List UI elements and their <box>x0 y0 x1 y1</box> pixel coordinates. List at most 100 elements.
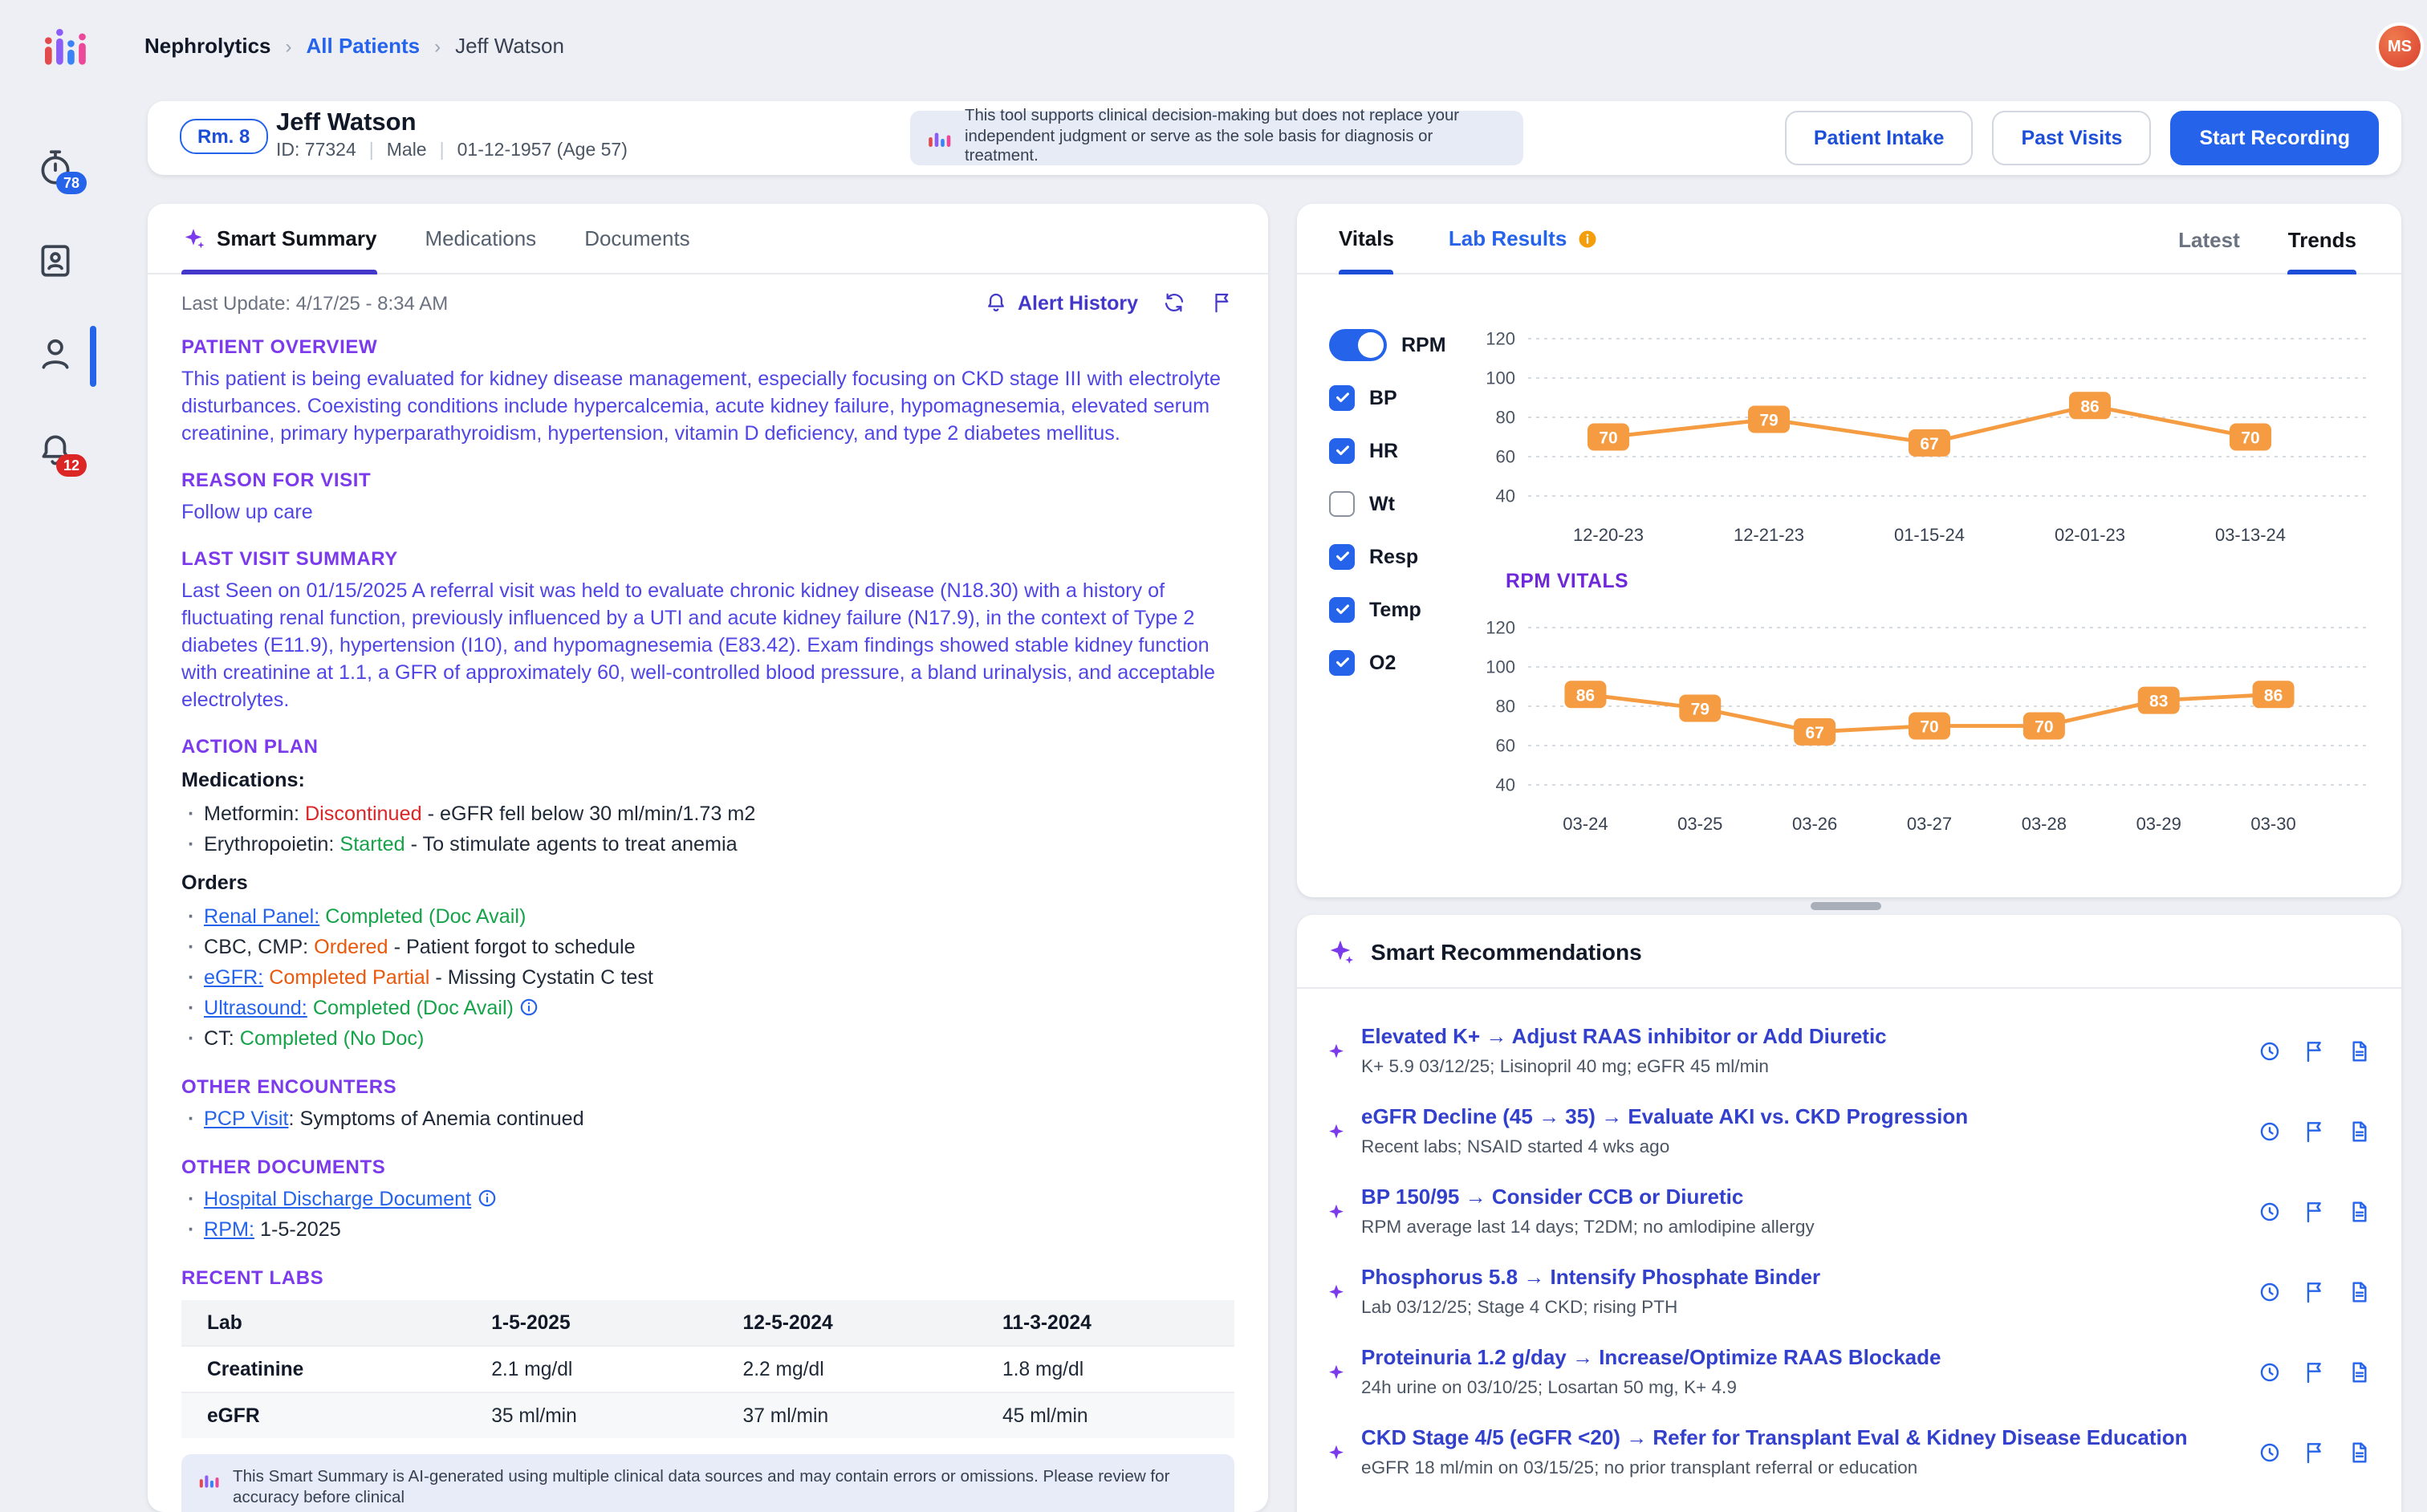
nephrolytics-logo-icon[interactable] <box>40 24 88 72</box>
recommendation-title[interactable]: Phosphorus 5.8 → Intensify Phosphate Bin… <box>1361 1265 1820 1289</box>
history-button[interactable] <box>2257 1279 2283 1305</box>
recommendation-title[interactable]: CKD Stage 4/5 (eGFR <20) → Refer for Tra… <box>1361 1425 2187 1449</box>
svg-text:70: 70 <box>2035 718 2053 737</box>
room-badge[interactable]: Rm. 8 <box>180 119 267 154</box>
orders-label: Orders <box>181 870 1234 896</box>
history-button[interactable] <box>2257 1038 2283 1064</box>
table-row: Creatinine 2.1 mg/dl 2.2 mg/dl 1.8 mg/dl <box>181 1346 1234 1392</box>
patient-intake-button[interactable]: Patient Intake <box>1785 111 1974 165</box>
document-icon <box>2347 1440 2372 1465</box>
hr-checkbox[interactable] <box>1329 437 1355 463</box>
alert-history-button[interactable]: Alert History <box>984 291 1138 315</box>
tab-lab-results[interactable]: Lab Results <box>1449 204 1599 274</box>
document-button[interactable] <box>2347 1199 2372 1225</box>
breadcrumb-app[interactable]: Nephrolytics <box>144 34 271 58</box>
pcp-visit-link[interactable]: PCP Visit <box>204 1108 288 1130</box>
clock-history-icon <box>2257 1440 2283 1465</box>
o2-checkbox[interactable] <box>1329 649 1355 675</box>
sidebar: 78 12 <box>0 0 122 1512</box>
document-button[interactable] <box>2347 1440 2372 1465</box>
ai-disclaimer-text: This Smart Summary is AI-generated using… <box>233 1467 1218 1509</box>
recommendation-title[interactable]: Proteinuria 1.2 g/day → Increase/Optimiz… <box>1361 1345 1941 1369</box>
start-recording-button[interactable]: Start Recording <box>2170 111 2379 165</box>
smart-recommendations-card: Smart Recommendations Elevated K+ → Adju… <box>1297 915 2401 1512</box>
refresh-button[interactable] <box>1162 291 1186 315</box>
document-button[interactable] <box>2347 1279 2372 1305</box>
document-button[interactable] <box>2347 1360 2372 1385</box>
breadcrumb: Nephrolytics › All Patients › Jeff Watso… <box>144 34 564 58</box>
schedule-count-badge: 78 <box>56 172 87 194</box>
recommendation-title[interactable]: BP 150/95 → Consider CCB or Diuretic <box>1361 1185 1743 1209</box>
order-status: Completed Partial <box>269 966 429 989</box>
patient-profile-icon <box>35 334 75 374</box>
med-detail: - To stimulate agents to treat anemia <box>411 833 738 856</box>
history-button[interactable] <box>2257 1440 2283 1465</box>
history-button[interactable] <box>2257 1199 2283 1225</box>
tab-documents[interactable]: Documents <box>584 204 690 274</box>
svg-text:03-30: 03-30 <box>2250 814 2295 834</box>
tab-trends[interactable]: Trends <box>2288 204 2356 274</box>
flag-button[interactable] <box>2302 1119 2327 1144</box>
rpm-toggle-row: RPM <box>1329 326 1446 363</box>
tab-latest[interactable]: Latest <box>2178 204 2240 274</box>
recommendation-subtitle: Recent labs; NSAID started 4 wks ago <box>1361 1138 1669 1157</box>
order-status: Completed (Doc Avail) <box>313 997 514 1019</box>
svg-text:100: 100 <box>1486 368 1515 388</box>
patient-dob: 01-12-1957 (Age 57) <box>457 141 628 161</box>
tab-smart-summary[interactable]: Smart Summary <box>181 204 376 274</box>
recommendation-title[interactable]: eGFR Decline (45 → 35) → Evaluate AKI vs… <box>1361 1104 1968 1128</box>
flag-button[interactable] <box>1210 291 1234 315</box>
sidebar-item-patient-profile[interactable] <box>35 334 83 382</box>
recommendation-actions <box>2257 1440 2372 1465</box>
orders-list: Renal Panel: Completed (Doc Avail) CBC, … <box>181 902 1234 1055</box>
temp-checkbox[interactable] <box>1329 596 1355 622</box>
active-nav-indicator <box>90 326 96 387</box>
recommendation-subtitle: RPM average last 14 days; T2DM; no amlod… <box>1361 1218 1815 1238</box>
user-avatar[interactable]: MS <box>2379 26 2421 67</box>
horizontal-scrollbar[interactable] <box>1811 902 1881 910</box>
hospital-discharge-link[interactable]: Hospital Discharge Document <box>204 1188 471 1210</box>
col-date-2: 12-5-2024 <box>718 1300 977 1346</box>
sidebar-item-schedule[interactable]: 78 <box>35 148 83 196</box>
info-icon[interactable] <box>519 997 540 1018</box>
resp-checkbox[interactable] <box>1329 543 1355 569</box>
order-name: CT: <box>204 1027 234 1050</box>
med-name: Erythropoietin: <box>204 833 334 856</box>
wt-checkbox[interactable] <box>1329 490 1355 516</box>
section-heading-last-visit: LAST VISIT SUMMARY <box>181 547 1234 570</box>
history-button[interactable] <box>2257 1360 2283 1385</box>
breadcrumb-all-patients[interactable]: All Patients <box>307 34 421 58</box>
series-label: Wt <box>1369 492 1395 514</box>
list-item: PCP Visit: Symptoms of Anemia continued <box>181 1104 1234 1135</box>
order-link[interactable]: Renal Panel: <box>204 905 319 928</box>
svg-text:12-20-23: 12-20-23 <box>1573 525 1644 545</box>
flag-button[interactable] <box>2302 1279 2327 1305</box>
flag-button[interactable] <box>2302 1199 2327 1225</box>
tab-vitals[interactable]: Vitals <box>1339 204 1394 274</box>
sparkle-icon <box>1326 1282 1347 1303</box>
sidebar-item-patient-list[interactable] <box>35 241 83 289</box>
last-update-text: Last Update: 4/17/25 - 8:34 AM <box>181 291 448 314</box>
past-visits-button[interactable]: Past Visits <box>1992 111 2151 165</box>
section-heading-reason: REASON FOR VISIT <box>181 469 1234 491</box>
flag-button[interactable] <box>2302 1440 2327 1465</box>
sidebar-item-alerts[interactable]: 12 <box>35 430 83 478</box>
document-button[interactable] <box>2347 1038 2372 1064</box>
patient-list-icon <box>35 241 75 281</box>
order-link[interactable]: Ultrasound: <box>204 997 307 1019</box>
document-button[interactable] <box>2347 1119 2372 1144</box>
tab-medications[interactable]: Medications <box>425 204 536 274</box>
history-button[interactable] <box>2257 1119 2283 1144</box>
bp-checkbox[interactable] <box>1329 384 1355 410</box>
recommendation-title[interactable]: Elevated K+ → Adjust RAAS inhibitor or A… <box>1361 1024 1887 1048</box>
series-label: HR <box>1369 439 1398 461</box>
flag-button[interactable] <box>2302 1038 2327 1064</box>
flag-button[interactable] <box>2302 1360 2327 1385</box>
order-link[interactable]: eGFR: <box>204 966 263 989</box>
rpm-toggle[interactable] <box>1329 328 1387 360</box>
svg-text:03-28: 03-28 <box>2022 814 2067 834</box>
info-icon[interactable] <box>477 1188 498 1209</box>
rpm-link[interactable]: RPM: <box>204 1218 254 1241</box>
svg-text:01-15-24: 01-15-24 <box>1894 525 1965 545</box>
recommendation-subtitle: K+ 5.9 03/12/25; Lisinopril 40 mg; eGFR … <box>1361 1058 1769 1077</box>
